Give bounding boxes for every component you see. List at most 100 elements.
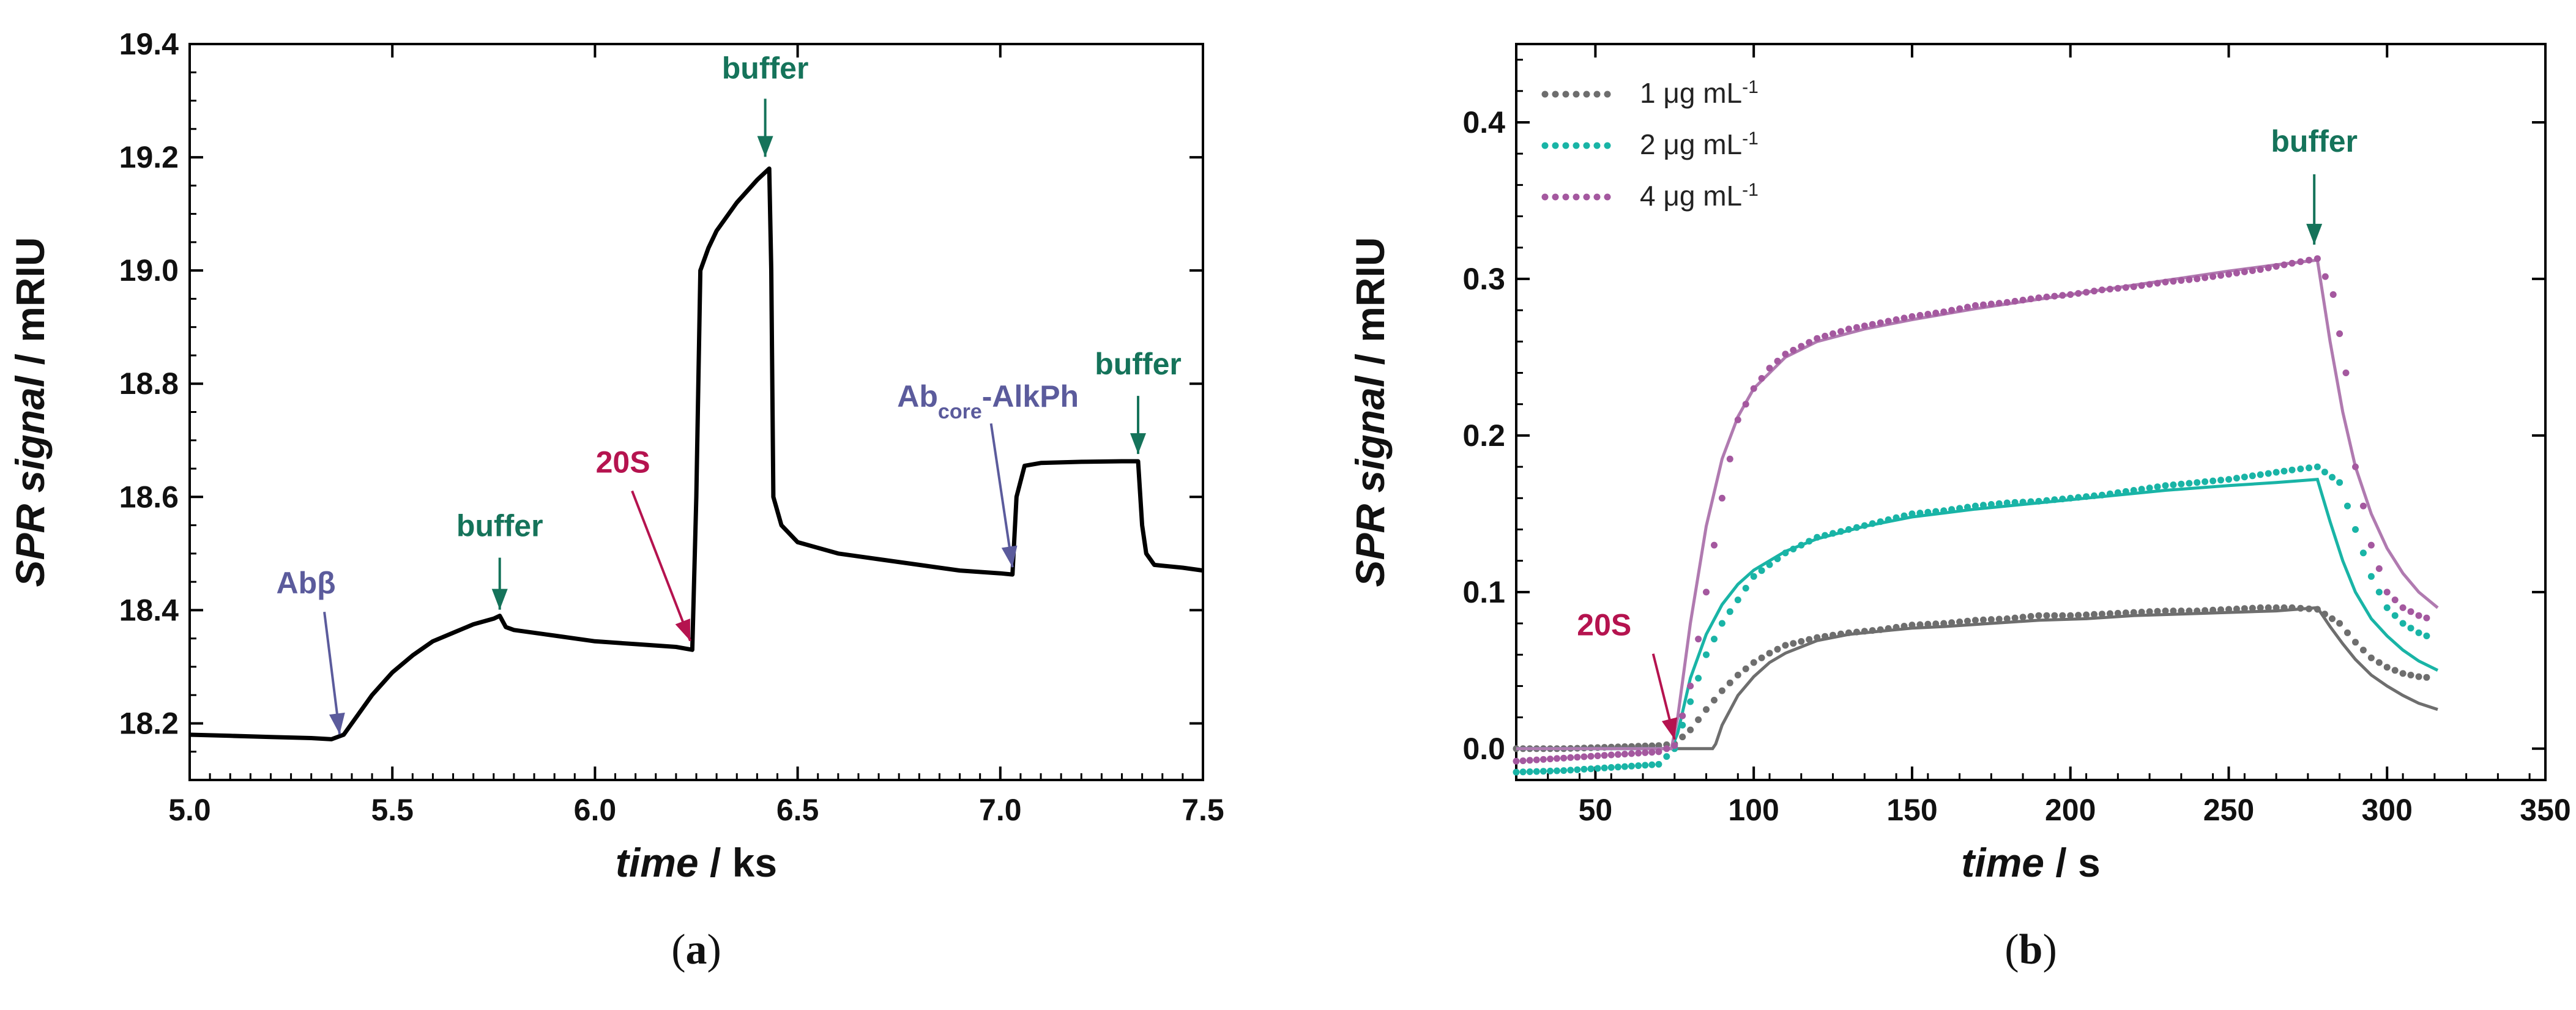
- b-data-point: [1885, 317, 1892, 325]
- b-data-point: [2162, 607, 2169, 615]
- b-data-point: [1979, 502, 1987, 509]
- b-data-point: [1742, 401, 1749, 408]
- b-data-point: [1830, 530, 1836, 537]
- b-data-point: [1734, 416, 1741, 423]
- b-data-point: [2297, 604, 2304, 612]
- b-data-point: [2186, 480, 2193, 487]
- b-data-point: [2106, 286, 2113, 293]
- b-data-point: [2091, 611, 2098, 618]
- b-panel-label: (b): [2005, 926, 2057, 973]
- b-data-point: [1711, 697, 1718, 704]
- b-data-point: [1554, 767, 1560, 774]
- b-data-point: [1798, 343, 1805, 350]
- b-data-point: [2051, 612, 2058, 619]
- b-data-point: [2359, 647, 2367, 654]
- b-data-point: [2225, 476, 2232, 483]
- b-data-point: [1948, 619, 1956, 626]
- b-data-point: [1703, 706, 1710, 713]
- b-data-point: [2162, 278, 2169, 286]
- b-data-point: [2083, 493, 2090, 500]
- b-data-point: [2154, 607, 2161, 615]
- b-data-point: [2329, 473, 2336, 481]
- b-data-point: [1853, 324, 1860, 331]
- b-data-point: [1861, 628, 1868, 635]
- b-data-point: [1948, 306, 1956, 314]
- b-data-point: [2130, 609, 2137, 616]
- a-annotation-arrow-head: [491, 589, 508, 610]
- b-data-point: [2321, 273, 2329, 280]
- b-data-point: [1718, 687, 1725, 694]
- b-data-point: [1519, 757, 1527, 765]
- b-data-point: [2003, 299, 2011, 306]
- b-data-point: [1726, 608, 1733, 615]
- b-data-point: [1869, 520, 1876, 527]
- b-data-point: [1877, 518, 1884, 525]
- a-annotation-label-tail: -AlkPh: [982, 379, 1079, 414]
- b-data-point: [2265, 470, 2272, 477]
- b-data-point: [2375, 589, 2383, 596]
- a-ytick-label: 18.8: [119, 366, 179, 401]
- b-legend-marker: [1604, 91, 1611, 98]
- a-annotation-label-text: buffer: [1095, 347, 1182, 381]
- b-data-point: [1861, 322, 1868, 330]
- b-data-point: [1679, 721, 1686, 729]
- b-data-point: [1964, 303, 1971, 311]
- b-data-point: [1679, 733, 1686, 741]
- b-data-point: [2344, 629, 2351, 636]
- b-ytick-label: 0.3: [1462, 262, 1505, 296]
- b-data-point: [2178, 480, 2185, 488]
- b-data-point: [1822, 633, 1829, 640]
- a-xtick-label: 6.0: [574, 793, 617, 827]
- b-data-point: [1924, 620, 1932, 628]
- a-annotation-label-text: Ab: [897, 379, 938, 414]
- b-legend-label-sup: -1: [1742, 128, 1759, 149]
- a-ytick-label: 18.4: [119, 593, 179, 627]
- b-data-point: [2146, 608, 2153, 615]
- b-data-point: [2249, 472, 2256, 480]
- b-y-axis-label-unit: / mRIU: [1347, 237, 1393, 376]
- b-data-point: [2154, 280, 2161, 287]
- b-annotation-label: buffer: [2271, 124, 2358, 158]
- b-data-point: [1607, 764, 1615, 771]
- b-data-point: [1916, 311, 1924, 319]
- b-data-point: [1814, 634, 1821, 641]
- b-data-point: [2336, 479, 2343, 486]
- b-ytick-label: 0.4: [1462, 105, 1505, 139]
- b-data-point: [2391, 612, 2399, 619]
- b-data-point: [2035, 612, 2042, 619]
- b-data-point: [1766, 650, 1773, 657]
- a-y-axis-label-unit: / mRIU: [7, 237, 53, 376]
- b-data-point: [1924, 508, 1932, 516]
- a-annotation-arrow-head: [1001, 545, 1018, 568]
- a-panel-label: (a): [671, 926, 721, 973]
- b-data-point: [1539, 768, 1547, 775]
- b-data-point: [1893, 514, 1900, 521]
- b-data-point: [1822, 532, 1829, 539]
- b-data-point: [1526, 768, 1533, 775]
- b-legend-marker: [1552, 142, 1559, 149]
- b-data-point: [1655, 760, 1662, 768]
- b-data-point: [1806, 636, 1813, 643]
- b-xtick-label: 150: [1886, 793, 1937, 827]
- b-legend-marker: [1562, 142, 1569, 149]
- b-legend-marker: [1583, 142, 1590, 149]
- b-data-point: [1580, 753, 1588, 760]
- b-data-point: [2314, 463, 2321, 470]
- b-data-point: [1742, 585, 1749, 592]
- a-xtick-label: 7.5: [1182, 793, 1224, 827]
- b-data-point: [2209, 273, 2217, 280]
- b-data-point: [1519, 768, 1527, 776]
- b-data-point: [1861, 522, 1868, 529]
- b-data-point: [1798, 541, 1805, 549]
- b-data-point: [2225, 606, 2232, 613]
- b-data-point: [1995, 300, 2003, 307]
- b-data-point: [2273, 604, 2280, 611]
- b-data-point: [1845, 526, 1852, 533]
- b-data-point: [1614, 763, 1621, 771]
- b-data-point: [1782, 549, 1789, 557]
- b-data-point: [1554, 755, 1560, 762]
- b-data-point: [2233, 605, 2240, 612]
- b-legend-marker: [1562, 193, 1569, 201]
- b-data-point: [1971, 502, 1979, 510]
- b-data-point: [2257, 604, 2264, 611]
